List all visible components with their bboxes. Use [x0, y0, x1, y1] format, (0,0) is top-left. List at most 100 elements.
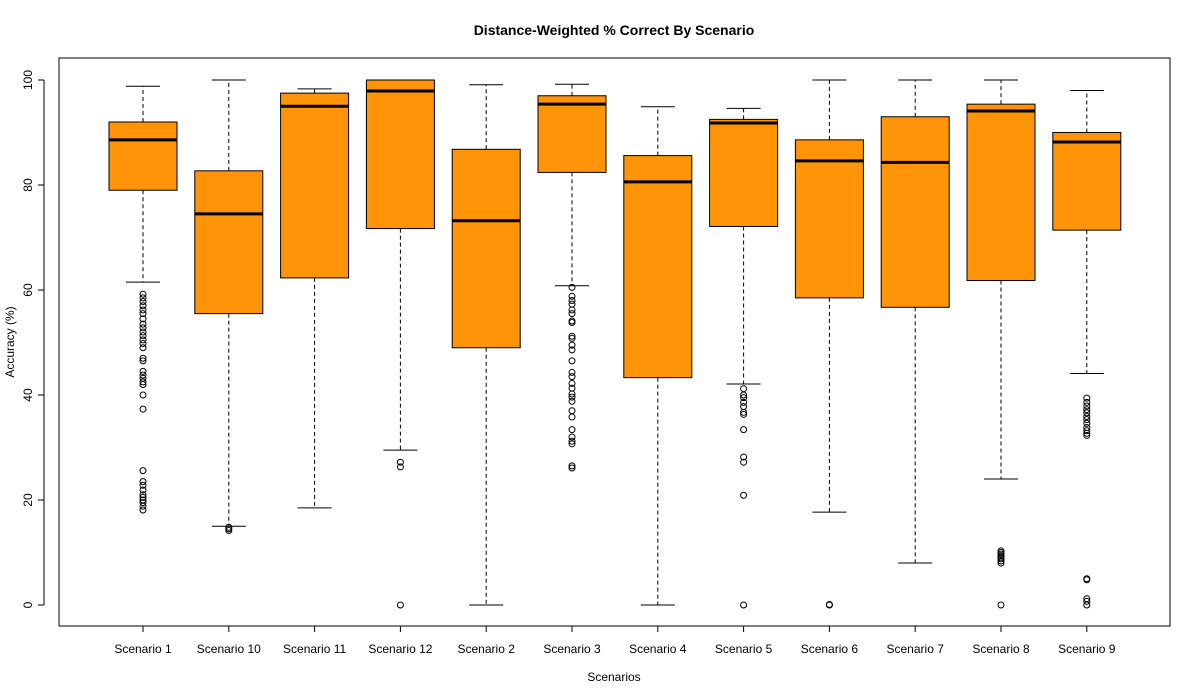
- outlier-point: [568, 426, 576, 434]
- outlier-point: [139, 506, 147, 514]
- x-tick-label: Scenario 4: [629, 642, 687, 656]
- outlier-point: [139, 481, 147, 489]
- outlier-point: [568, 297, 576, 304]
- y-axis: 0 20 40 60 80 100: [21, 70, 45, 608]
- outlier-point: [568, 357, 576, 365]
- outlier-point: [568, 413, 576, 421]
- outlier-point: [997, 555, 1005, 563]
- x-tick-label: Scenario 11: [283, 642, 346, 656]
- outlier-point: [139, 298, 147, 306]
- x-tick-label: Scenario 5: [715, 642, 773, 656]
- outlier-point: [740, 458, 748, 466]
- x-tick-label: Scenario 3: [543, 642, 601, 656]
- outlier-point: [139, 340, 147, 348]
- outlier-point: [740, 398, 748, 406]
- outlier-point: [139, 310, 147, 318]
- outlier-point: [1083, 416, 1091, 424]
- outlier-point: [740, 601, 748, 609]
- x-tick-label: Scenario 10: [197, 642, 261, 656]
- outlier-point: [568, 310, 576, 318]
- box-3: [280, 88, 350, 509]
- outlier-point: [740, 491, 748, 499]
- outlier-point: [139, 502, 147, 510]
- box-iqr: [623, 155, 693, 379]
- box-7: [623, 106, 693, 606]
- outlier-point: [139, 332, 147, 340]
- outlier-point: [740, 391, 748, 399]
- outlier-point: [139, 405, 147, 413]
- outlier-point: [568, 462, 576, 470]
- y-tick-label: 40: [21, 388, 35, 402]
- box-iqr: [880, 116, 950, 308]
- outlier-point: [139, 499, 147, 507]
- outlier-point: [1083, 431, 1091, 439]
- outlier-point: [139, 302, 147, 310]
- outlier-point: [139, 294, 147, 302]
- outlier-point: [1083, 394, 1091, 402]
- box-iqr: [1052, 132, 1122, 231]
- box-iqr: [280, 92, 350, 279]
- outlier-point: [568, 440, 576, 448]
- x-axis-label: Scenarios: [587, 670, 640, 684]
- outlier-point: [139, 315, 147, 323]
- outlier-point: [1083, 419, 1091, 427]
- outlier-point: [1083, 398, 1091, 406]
- box-iqr: [794, 139, 864, 299]
- outlier-point: [139, 306, 147, 314]
- outlier-point: [139, 367, 147, 375]
- outlier-point: [568, 292, 576, 300]
- box-9: [794, 79, 864, 609]
- outlier-point: [568, 334, 576, 342]
- y-tick-label: 60: [21, 283, 35, 297]
- outlier-point: [568, 464, 576, 472]
- x-tick-label: Scenario 2: [458, 642, 516, 656]
- x-tick-label: Scenario 9: [1058, 642, 1116, 656]
- outlier-point: [139, 344, 147, 352]
- outlier-point: [740, 394, 748, 402]
- box-8: [709, 107, 779, 609]
- chart-title: Distance-Weighted % Correct By Scenario: [474, 22, 755, 38]
- outlier-point: [568, 393, 576, 401]
- outlier-point: [997, 559, 1005, 567]
- outlier-point: [740, 453, 748, 461]
- x-tick-label: Scenario 1: [114, 642, 172, 656]
- outlier-point: [568, 283, 576, 291]
- outlier-point: [139, 467, 147, 475]
- outlier-point: [139, 493, 147, 501]
- outlier-point: [1083, 402, 1091, 410]
- x-axis: Scenario 1 Scenario 10 Scenario 11 Scenario…: [114, 625, 1116, 656]
- outlier-point: [1083, 576, 1091, 584]
- outlier-point: [139, 320, 147, 328]
- y-tick-label: 100: [21, 70, 35, 90]
- outlier-point: [1083, 427, 1091, 435]
- y-tick-label: 80: [21, 178, 35, 192]
- outlier-point: [396, 458, 404, 466]
- box-iqr: [451, 148, 521, 349]
- y-axis-label: Accuracy (%): [3, 306, 17, 377]
- box-iqr: [194, 170, 264, 315]
- outlier-point: [568, 346, 576, 354]
- box-4: [365, 79, 435, 609]
- outlier-point: [997, 601, 1005, 609]
- box-10: [880, 79, 950, 564]
- x-tick-label: Scenario 6: [801, 642, 859, 656]
- box-11: [966, 79, 1036, 609]
- outlier-point: [1083, 597, 1091, 605]
- outlier-point: [225, 526, 233, 534]
- outlier-point: [568, 341, 576, 349]
- outlier-point: [139, 491, 147, 499]
- outlier-point: [396, 463, 404, 471]
- outlier-point: [1083, 409, 1091, 417]
- outlier-point: [568, 379, 576, 387]
- outlier-point: [568, 368, 576, 376]
- box-iqr: [537, 95, 607, 173]
- outlier-point: [568, 397, 576, 405]
- outlier-point: [568, 437, 576, 445]
- box-1: [108, 85, 178, 514]
- outlier-point: [139, 486, 147, 494]
- box-6: [537, 83, 607, 472]
- outlier-point: [568, 319, 576, 327]
- box-5: [451, 84, 521, 606]
- y-tick-label: 0: [21, 601, 35, 608]
- x-tick-label: Scenario 12: [368, 642, 432, 656]
